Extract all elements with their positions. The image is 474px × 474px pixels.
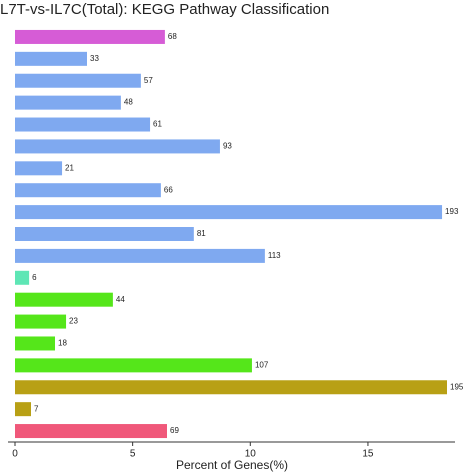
x-axis-label: Percent of Genes(%) (176, 458, 288, 472)
x-tick-label: 5 (130, 449, 136, 460)
bar-label: 48 (124, 98, 133, 107)
bar (15, 270, 30, 285)
bar (15, 380, 447, 395)
bar (15, 29, 165, 44)
bar (15, 314, 67, 329)
bar (15, 183, 161, 198)
bar (15, 227, 194, 241)
bar-label: 61 (153, 120, 162, 129)
bar-label: 21 (65, 163, 74, 172)
x-tick-label: 0 (12, 449, 18, 460)
bar (15, 292, 113, 307)
bar-label: 18 (58, 339, 67, 348)
bar-label: 6 (32, 273, 37, 282)
bar-label: 57 (144, 76, 153, 85)
bar (15, 139, 220, 154)
bar-label: 33 (90, 54, 99, 63)
bar (15, 424, 167, 439)
bar (15, 117, 151, 132)
bar (15, 205, 443, 220)
bar (15, 336, 55, 351)
bar-label: 66 (164, 185, 173, 194)
bar (15, 248, 265, 263)
bar (15, 402, 31, 417)
x-tick-label: 10 (245, 449, 257, 460)
bar-label: 107 (255, 360, 269, 369)
bar-label: 23 (69, 317, 78, 326)
bar (15, 161, 63, 176)
bar-label: 68 (168, 32, 177, 41)
chart-title: L7T-vs-IL7C(Total): KEGG Pathway Classif… (0, 1, 329, 18)
bar-label: 195 (450, 382, 464, 391)
bar (15, 358, 252, 373)
bar-label: 113 (268, 251, 281, 260)
bar-label: 7 (34, 404, 39, 413)
bar (15, 95, 121, 110)
bar (15, 51, 87, 66)
bar-label: 193 (445, 207, 459, 216)
x-tick-label: 15 (362, 449, 374, 460)
bar-label: 44 (116, 295, 125, 304)
bar-label: 93 (223, 142, 232, 151)
bar (15, 73, 141, 88)
bar-label: 69 (170, 426, 179, 435)
bar-label: 81 (197, 229, 206, 238)
